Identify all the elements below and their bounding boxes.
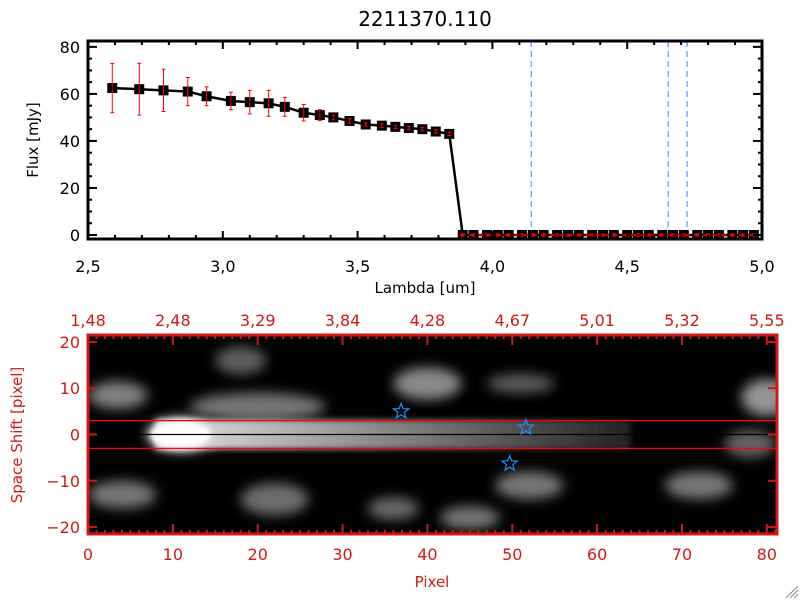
star-marker-icon xyxy=(500,454,519,472)
x-tick-label: 20 xyxy=(248,545,268,564)
image-blob xyxy=(393,367,462,400)
image-blob xyxy=(495,471,564,500)
x-tick-label: 0 xyxy=(83,545,93,564)
top-wavelength-tick-label: 2,48 xyxy=(155,311,191,330)
top-wavelength-tick-label: 5,32 xyxy=(664,311,700,330)
spectrum-plot: 2,5 3,0 3,5 4,0 4,5 5,0 0 20 40 60 80 xyxy=(60,38,775,276)
y-tick-label: 60 xyxy=(60,85,80,104)
top-wavelength-tick-label: 3,29 xyxy=(240,311,276,330)
resize-grip-icon[interactable] xyxy=(785,585,799,599)
top-wavelength-tick-label: 5,55 xyxy=(749,311,785,330)
x-tick-label: 50 xyxy=(502,545,522,564)
x-tick-label: 2,5 xyxy=(75,257,100,276)
image-blob xyxy=(367,497,419,521)
plot-frame xyxy=(86,39,764,241)
star-marker-icon xyxy=(516,417,535,436)
x-tick-label: 70 xyxy=(672,545,692,564)
x-tick-label: 30 xyxy=(332,545,352,564)
image-blob xyxy=(215,346,267,375)
x-tick-label: 40 xyxy=(417,545,437,564)
top-wavelength-tick-label: 1,48 xyxy=(70,311,106,330)
x-tick-label: 3,5 xyxy=(345,257,370,276)
image-blob xyxy=(664,471,733,500)
image-blob xyxy=(88,480,156,509)
image-blob xyxy=(724,429,776,458)
image-blob xyxy=(88,381,148,409)
chart-title: 2211370.110 xyxy=(358,7,492,31)
y-tick-label: 80 xyxy=(60,38,80,57)
image-blob xyxy=(741,379,777,416)
y-tick-label: 0 xyxy=(70,226,80,245)
top-wavelength-tick-label: 4,67 xyxy=(494,311,530,330)
y-tick-label: 10 xyxy=(60,379,80,398)
top-wavelength-tick-label: 4,28 xyxy=(410,311,446,330)
x-axis-label-lambda: Lambda [um] xyxy=(375,279,476,297)
y-tick-label: 40 xyxy=(60,132,80,151)
y-tick-label: 0 xyxy=(70,426,80,445)
x-tick-label: 60 xyxy=(587,545,607,564)
top-wavelength-tick-label: 5,01 xyxy=(579,311,615,330)
x-tick-label: 10 xyxy=(163,545,183,564)
x-tick-label: 80 xyxy=(757,545,777,564)
x-tick-label: 4,0 xyxy=(480,257,505,276)
image-blob xyxy=(486,374,555,393)
spectral-image-plot: 0 10 20 30 40 50 60 70 80 1,48 2,48 3,29 3,84 4,28 4,6… xyxy=(46,311,785,564)
image-blob xyxy=(189,392,326,421)
y-tick-label: 20 xyxy=(60,333,80,352)
top-wavelength-tick-label: 3,84 xyxy=(325,311,361,330)
x-axis-label-pixel: Pixel xyxy=(415,573,450,591)
y-tick-label: 20 xyxy=(60,179,80,198)
y-tick-label: −20 xyxy=(46,518,80,537)
image-blob xyxy=(240,483,309,516)
x-tick-label: 3,0 xyxy=(210,257,235,276)
y-axis-label-flux: Flux [mJy] xyxy=(24,102,42,178)
y-tick-label: −10 xyxy=(46,472,80,491)
star-marker-icon xyxy=(391,401,411,420)
x-tick-label: 4,5 xyxy=(614,257,639,276)
image-blob xyxy=(440,506,500,530)
x-tick-label: 5,0 xyxy=(749,257,774,276)
series-line xyxy=(112,86,754,237)
y-axis-label-space-shift: Space Shift [pixel] xyxy=(8,367,26,504)
